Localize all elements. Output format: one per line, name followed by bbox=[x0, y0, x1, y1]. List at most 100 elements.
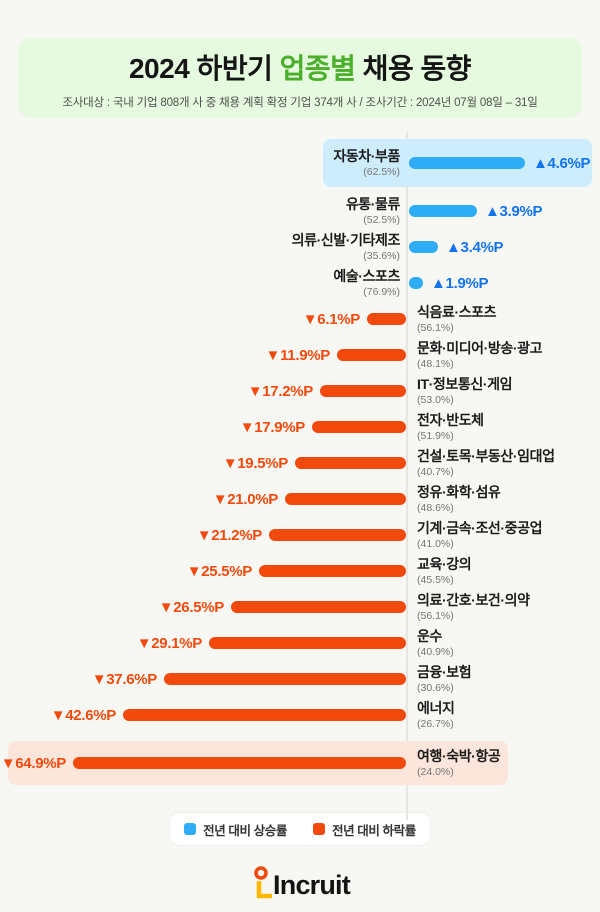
bar bbox=[409, 205, 477, 217]
chart-row: ▼26.5%P 의료·간호·보건·의약 (56.1%) bbox=[0, 589, 600, 625]
row-left-cell: ▼64.9%P bbox=[0, 755, 407, 772]
row-left-cell: ▼21.2%P bbox=[0, 527, 407, 544]
delta-value: ▼11.9%P bbox=[265, 346, 331, 364]
row-right-cell: 식음료·스포츠 (56.1%) bbox=[407, 304, 600, 334]
chart-row: ▼19.5%P 건설·토목·부동산·임대업 (40.7%) bbox=[0, 445, 600, 481]
confirm-rate: (41.0%) bbox=[417, 538, 454, 551]
delta-value: ▲3.4%P bbox=[446, 238, 504, 256]
bar bbox=[164, 673, 406, 685]
row-right-cell: IT·정보통신·게임 (53.0%) bbox=[407, 376, 600, 406]
bar bbox=[409, 157, 525, 169]
delta-value: ▼21.0%P bbox=[212, 490, 279, 508]
confirm-rate: (48.1%) bbox=[417, 358, 454, 371]
category: 의료·간호·보건·의약 (56.1%) bbox=[417, 592, 530, 622]
category-label: 의료·간호·보건·의약 bbox=[417, 591, 530, 608]
confirm-rate: (30.6%) bbox=[417, 682, 454, 695]
legend-label-increase: 전년 대비 상승률 bbox=[203, 823, 287, 838]
confirm-rate: (62.5%) bbox=[363, 166, 400, 179]
row-left-cell: 유통·물류 (52.5%) bbox=[0, 196, 407, 226]
row-left-cell: ▼11.9%P bbox=[0, 347, 407, 364]
chart-row: ▼21.0%P 정유·화학·섬유 (48.6%) bbox=[0, 481, 600, 517]
category: 전자·반도체 (51.9%) bbox=[417, 412, 484, 442]
delta-value: ▼29.1%P bbox=[136, 634, 203, 652]
confirm-rate: (56.1%) bbox=[417, 322, 454, 335]
delta-value: ▲4.6%P bbox=[533, 154, 591, 172]
category: 식음료·스포츠 (56.1%) bbox=[417, 304, 497, 335]
bar bbox=[285, 493, 406, 505]
category-label: 교육·강의 bbox=[417, 555, 472, 572]
row-right-cell: 운수 (40.9%) bbox=[407, 628, 600, 658]
row-right-cell: ▲1.9%P bbox=[407, 275, 600, 292]
bar bbox=[337, 349, 406, 361]
bar bbox=[259, 565, 406, 577]
incruit-logo-text: Incruit bbox=[273, 870, 351, 900]
category: IT·정보통신·게임 (53.0%) bbox=[417, 376, 512, 406]
chart-row: ▼37.6%P 금융·보험 (30.6%) bbox=[0, 661, 600, 697]
delta-value: ▼19.5%P bbox=[222, 454, 289, 472]
confirm-rate: (53.0%) bbox=[417, 394, 454, 407]
category-label: 운수 bbox=[417, 627, 442, 644]
legend-label-decrease: 전년 대비 하락률 bbox=[332, 823, 416, 838]
delta-value: ▼64.9%P bbox=[0, 754, 67, 772]
bar bbox=[73, 757, 406, 769]
category: 예술·스포츠 (76.9%) bbox=[333, 268, 400, 298]
row-right-cell: ▲3.4%P bbox=[407, 239, 600, 256]
bar bbox=[269, 529, 406, 541]
bar bbox=[409, 241, 438, 253]
chart-row: 예술·스포츠 (76.9%) ▲1.9%P bbox=[0, 265, 600, 301]
confirm-rate: (56.1%) bbox=[417, 610, 454, 623]
confirm-rate: (45.5%) bbox=[417, 574, 454, 587]
chart-row: ▼21.2%P 기계·금속·조선·중공업 (41.0%) bbox=[0, 517, 600, 553]
category-label: 건설·토목·부동산·임대업 bbox=[417, 447, 555, 464]
bar bbox=[209, 637, 406, 649]
bar bbox=[409, 277, 423, 289]
confirm-rate: (26.7%) bbox=[417, 718, 454, 731]
row-right-cell: 의료·간호·보건·의약 (56.1%) bbox=[407, 592, 600, 622]
header-banner: 2024 하반기 업종별 채용 동향 조사대상 : 국내 기업 808개 사 중… bbox=[18, 38, 582, 118]
category-label: 유통·물류 bbox=[345, 195, 401, 212]
confirm-rate: (52.5%) bbox=[363, 214, 400, 227]
title-suffix: 채용 동향 bbox=[355, 52, 472, 84]
category: 의류·신발·기타제조 (35.6%) bbox=[292, 232, 401, 263]
row-right-cell: 건설·토목·부동산·임대업 (40.7%) bbox=[407, 448, 600, 478]
category: 교육·강의 (45.5%) bbox=[417, 555, 472, 587]
row-left-cell: ▼29.1%P bbox=[0, 635, 407, 652]
delta-value: ▼42.6%P bbox=[50, 706, 117, 724]
delta-value: ▼21.2%P bbox=[196, 526, 263, 544]
confirm-rate: (40.7%) bbox=[417, 466, 454, 479]
legend-swatch-increase bbox=[184, 823, 197, 835]
row-left-cell: ▼17.2%P bbox=[0, 383, 407, 400]
confirm-rate: (51.9%) bbox=[417, 430, 454, 443]
delta-value: ▼37.6%P bbox=[91, 670, 158, 688]
category-label: IT·정보통신·게임 bbox=[417, 375, 513, 392]
category-label: 정유·화학·섬유 bbox=[417, 483, 501, 500]
category: 에너지 (26.7%) bbox=[417, 700, 455, 731]
chart-rows: 자동차·부품 (62.5%) ▲4.6%P 유통·물류 (52.5%) ▲3.9%P 의류·… bbox=[0, 139, 600, 785]
bar bbox=[295, 457, 406, 469]
row-left-cell: 의류·신발·기타제조 (35.6%) bbox=[0, 232, 407, 262]
chart-row: ▼17.9%P 전자·반도체 (51.9%) bbox=[0, 409, 600, 445]
incruit-logo: Incruit bbox=[250, 863, 351, 907]
chart-row: ▼17.2%P IT·정보통신·게임 (53.0%) bbox=[0, 373, 600, 409]
center-axis-line bbox=[406, 132, 408, 820]
category: 정유·화학·섬유 (48.6%) bbox=[417, 483, 501, 514]
row-left-cell: 자동차·부품 (62.5%) bbox=[0, 148, 407, 178]
confirm-rate: (76.9%) bbox=[363, 286, 400, 299]
category-label: 기계·금속·조선·중공업 bbox=[417, 519, 543, 536]
category-label: 금융·보험 bbox=[417, 663, 472, 680]
category-label: 전자·반도체 bbox=[417, 411, 484, 428]
category-label: 문화·미디어·방송·광고 bbox=[417, 339, 543, 356]
title-highlight: 업종별 bbox=[279, 52, 356, 84]
category-label: 자동차·부품 bbox=[333, 147, 400, 164]
row-right-cell: ▲4.6%P bbox=[407, 155, 600, 172]
legend-item-decrease: 전년 대비 하락률 bbox=[313, 820, 416, 839]
delta-value: ▼26.5%P bbox=[158, 598, 225, 616]
category: 운수 (40.9%) bbox=[417, 628, 454, 658]
bar bbox=[231, 601, 406, 613]
row-left-cell: ▼26.5%P bbox=[0, 599, 407, 616]
confirm-rate: (35.6%) bbox=[363, 250, 400, 263]
row-left-cell: ▼42.6%P bbox=[0, 707, 407, 724]
legend: 전년 대비 상승률 전년 대비 하락률 bbox=[169, 812, 431, 846]
row-left-cell: ▼21.0%P bbox=[0, 491, 407, 508]
row-right-cell: 정유·화학·섬유 (48.6%) bbox=[407, 484, 600, 514]
